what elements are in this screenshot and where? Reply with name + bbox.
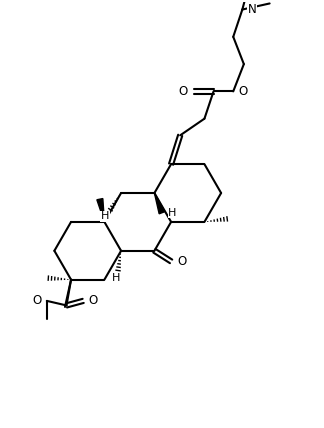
Text: O: O [32,294,41,307]
Polygon shape [155,193,165,214]
Text: H: H [112,273,121,283]
Text: N: N [248,3,257,16]
Text: O: O [178,255,187,268]
Text: H: H [101,211,109,221]
Text: O: O [239,85,248,98]
Text: O: O [89,294,98,307]
Polygon shape [97,199,104,222]
Text: O: O [178,85,187,98]
Text: H: H [168,208,177,218]
